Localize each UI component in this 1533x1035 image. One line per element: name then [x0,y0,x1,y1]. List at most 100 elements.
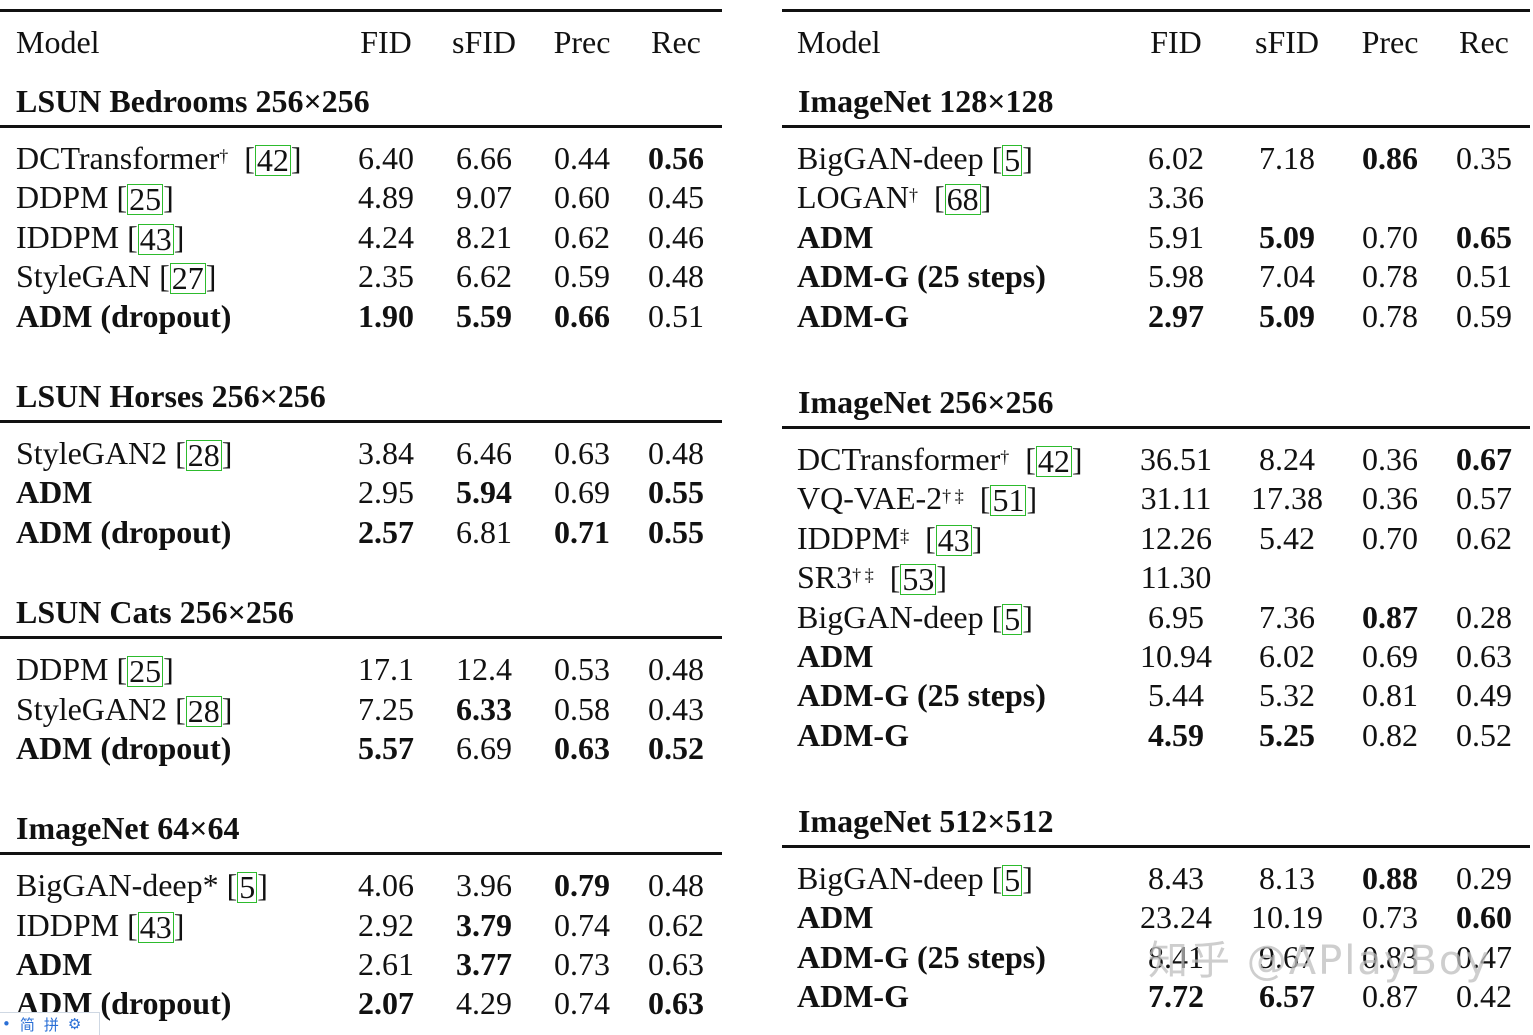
citation-link[interactable]: 42 [1035,442,1072,479]
fid-value: 2.92 [358,906,414,943]
citation-link[interactable]: 25 [127,181,164,218]
section-title-text: ImageNet 64×64 [16,810,240,847]
sfid-value: 4.29 [456,985,512,1022]
rec-value: 0.63 [648,946,704,983]
prec-value: 0.58 [554,690,610,727]
table-row: ADM-G 4.59 5.25 0.82 0.52 [782,711,1530,753]
section-rule [782,125,1530,128]
sfid-value: 10.19 [1251,899,1323,936]
header-model: Model [797,24,881,60]
model-name: DCTransformer [16,140,220,176]
sfid-value: 8.21 [456,218,512,255]
fid-value: 4.24 [358,218,414,255]
citation-link[interactable]: 5 [1002,142,1023,178]
ime-simplified-button[interactable]: 简 [19,1015,35,1034]
model-name: VQ-VAE-2 [797,480,943,517]
footnote-mark: ‡ [900,525,910,546]
prec-value: 0.70 [1362,218,1418,255]
rec-value: 0.49 [1456,677,1512,714]
citation-link[interactable]: 43 [137,908,174,945]
sfid-value: 5.32 [1259,677,1315,714]
citation-link[interactable]: 27 [169,260,206,297]
prec-value: 0.74 [554,985,610,1022]
rec-value: 0.52 [648,729,704,766]
fid-value: 2.57 [358,513,414,550]
citation-link[interactable]: 42 [254,142,291,178]
sfid-value: 3.79 [456,906,512,943]
citation-link[interactable]: 5 [1002,862,1023,899]
rec-value: 0.55 [648,513,704,550]
model-name: ADM-G [797,297,909,334]
rec-value: 0.35 [1456,140,1512,176]
prec-value: 0.59 [554,258,610,295]
results-table-right: Model FID sFID Prec Rec ImageNet 128×128… [782,9,1530,1014]
header-prec: Prec [553,24,611,60]
rec-value: 0.51 [1456,258,1512,295]
top-rule [782,9,1530,12]
rec-value: 0.48 [648,258,704,295]
section-title-text: LSUN Cats 256×256 [16,594,294,631]
table-section: LSUN Horses 256×256 StyleGAN2 [28] 3.84 6.4… [0,365,722,550]
section-title: ImageNet 128×128 [782,70,1530,119]
sfid-value: 17.38 [1251,480,1323,517]
table-row: LOGAN† [68] 3.36 [782,173,1530,218]
sfid-value: 5.09 [1259,218,1315,255]
prec-value: 0.63 [554,729,610,766]
section-title-text: LSUN Horses 256×256 [16,377,326,414]
rec-value: 0.55 [648,474,704,511]
table-section: LSUN Cats 256×256 DDPM [25] 17.1 12.4 0.53 0.… [0,581,722,766]
section-rule [0,419,722,423]
citation-link[interactable]: 43 [137,220,174,257]
model-name-cell: ADM (dropout) [16,730,231,766]
rec-value: 0.63 [648,985,704,1022]
sfid-value: 6.02 [1259,637,1315,674]
section-rule [0,852,722,856]
gear-icon[interactable]: ⚙ [67,1015,82,1033]
rec-value: 0.65 [1456,218,1512,255]
sfid-value: 6.81 [456,513,512,550]
header-sfid: sFID [451,24,516,60]
model-name-cell: StyleGAN [27] [16,258,217,297]
fid-value: 5.91 [1148,218,1204,255]
sfid-value: 3.96 [456,867,512,904]
ime-pinyin-button[interactable]: 拼 [43,1015,59,1034]
citation-link[interactable]: 5 [237,869,258,906]
citation-link[interactable]: 28 [185,436,222,473]
prec-value: 0.66 [554,297,610,334]
footnote-mark: † ‡ [852,565,874,586]
model-name-cell: ADM-G (25 steps) [797,258,1046,294]
footnote-mark: † [1000,446,1010,467]
model-name: ADM [797,218,874,255]
model-name: LOGAN [797,179,909,216]
section-title: LSUN Bedrooms 256×256 [0,70,722,119]
model-name: BigGAN-deep [797,140,984,176]
model-name-cell: StyleGAN2 [28] [16,690,233,729]
citation-link[interactable]: 5 [1002,600,1023,637]
citation-link[interactable]: 25 [127,653,164,690]
citation-link[interactable]: 43 [935,521,972,558]
ime-status-dot-icon[interactable]: • [2,1015,11,1033]
citation-link[interactable]: 53 [900,561,937,598]
model-name-cell: IDDPM [43] [16,218,185,257]
ime-toolbar: • 简 拼 ⚙ [0,1012,100,1035]
model-name-cell: ADM-G [797,717,909,753]
header-sfid: sFID [1254,24,1319,60]
model-name: BigGAN-deep [797,860,984,897]
citation-link[interactable]: 51 [990,482,1027,519]
model-name-cell: BigGAN-deep [5] [797,860,1033,899]
rec-value: 0.56 [648,140,704,176]
fid-value: 23.24 [1140,899,1212,936]
rec-value: 0.48 [648,651,704,688]
model-name-cell: BigGAN-deep [5] [797,598,1033,637]
citation-link[interactable]: 68 [944,181,981,218]
citation-link[interactable]: 28 [185,692,222,729]
footnote-mark: † ‡ [942,486,964,507]
table-section: ImageNet 64×64 BigGAN-deep* [5] 4.06 3.96 0.… [0,797,722,1022]
model-name: SR3 [797,559,853,596]
fid-value: 8.41 [1148,938,1204,975]
sfid-value: 5.94 [456,474,512,511]
model-name-cell: IDDPM‡ [43] [797,519,983,558]
rec-value: 0.62 [648,906,704,943]
table-row: ADM-G (25 steps) 8.41 9.67 0.83 0.47 [782,933,1530,975]
prec-value: 0.62 [554,218,610,255]
